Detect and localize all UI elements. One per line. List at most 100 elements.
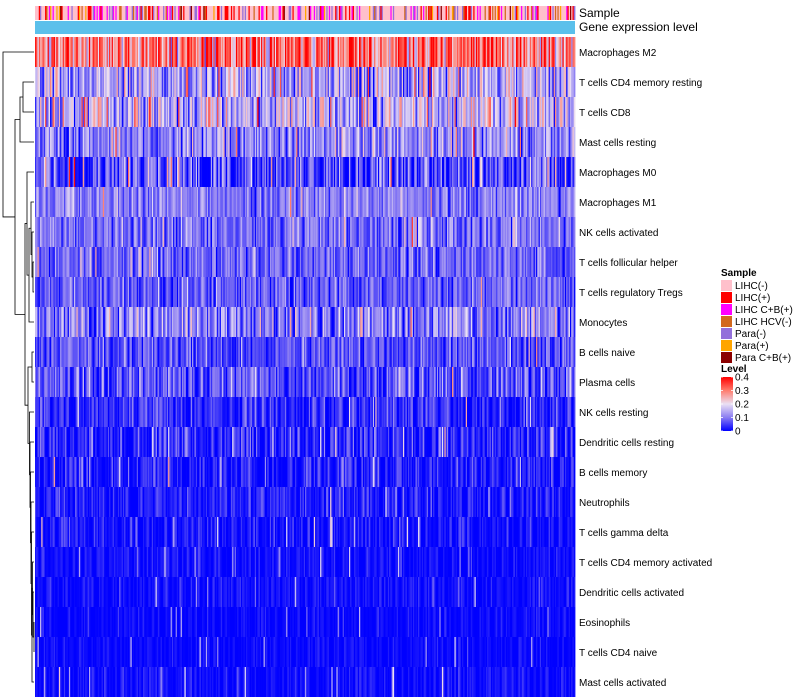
heatmap-cell [106,37,109,67]
heatmap-cell [94,277,96,307]
heatmap-cell [135,157,138,187]
heatmap-cell [278,277,281,307]
heatmap-cell [515,127,518,157]
heatmap-cell [119,337,121,367]
heatmap-cell [155,67,158,97]
heatmap-cell [107,97,110,127]
heatmap-cell [58,187,61,217]
heatmap-cell [243,157,246,187]
sample-annotation-cell [528,6,531,20]
heatmap-cell [409,37,411,67]
heatmap-cell [212,247,214,277]
heatmap-cell [159,337,161,367]
heatmap-cell [132,217,135,247]
heatmap-cell [479,67,482,97]
heatmap-cell [267,247,269,277]
heatmap-cell [351,217,354,247]
heatmap-cell [233,37,236,67]
heatmap-cell [252,217,254,247]
heatmap-cell [111,337,114,367]
heatmap-cell [164,337,167,367]
heatmap-cell [360,277,362,307]
heatmap-cell [181,97,184,127]
sample-annotation-cell [251,6,253,20]
heatmap-cell [42,337,45,367]
heatmap-cell [125,247,128,277]
heatmap-cell [117,277,120,307]
heatmap-cell [154,337,156,367]
heatmap-cell [404,307,406,337]
heatmap-cell [97,337,100,367]
heatmap-cell [243,307,246,337]
heatmap-cell [150,127,153,157]
heatmap-cell [116,127,119,157]
heatmap-cell [291,127,293,157]
heatmap-cell [345,277,347,307]
heatmap-cell [169,217,172,247]
heatmap-cell [382,127,385,157]
heatmap-cell [42,67,45,97]
heatmap-cell [144,127,146,157]
heatmap-cell [215,277,218,307]
heatmap-cell [105,97,107,127]
sample-annotation-cell [533,6,536,20]
heatmap-cell [404,97,406,127]
heatmap-cell [94,37,96,67]
sample-annotation-cell [434,6,437,20]
heatmap-cell [287,217,290,247]
heatmap-cell [436,277,439,307]
heatmap-cell [331,247,334,277]
heatmap-cell [537,157,539,187]
heatmap-cell [268,217,271,247]
heatmap-cell [498,187,501,217]
heatmap-cell [122,307,125,337]
heatmap-cell [249,127,252,157]
heatmap-cell [252,337,254,367]
heatmap-cell [181,37,184,67]
heatmap-cell [189,37,192,67]
heatmap-cell [492,37,494,67]
heatmap-cell [504,67,507,97]
heatmap-cell [494,217,497,247]
heatmap-cell [335,247,337,277]
heatmap-cell [183,247,185,277]
heatmap-cell [107,67,110,97]
heatmap-cell [283,67,286,97]
heatmap-cell [77,337,80,367]
heatmap-cell [40,97,42,127]
sample-annotation-cell [67,6,70,20]
heatmap-cell [563,67,566,97]
heatmap-cell [266,277,268,307]
sample-annotation-cell [421,6,424,20]
heatmap-cell [82,247,85,277]
heatmap-cell [456,67,459,97]
heatmap-cell [169,37,172,67]
heatmap-cell [336,247,339,277]
heatmap-cell [413,157,415,187]
heatmap-cell [66,217,69,247]
heatmap-cell [207,157,209,187]
heatmap-cell [355,247,357,277]
heatmap-cell [160,337,163,367]
heatmap-cell [287,307,290,337]
heatmap-cell [178,337,180,367]
heatmap-cell [185,157,188,187]
heatmap-cell [327,217,330,247]
heatmap-cell [312,217,315,247]
heatmap-cell [350,247,352,277]
heatmap-cell [569,157,572,187]
heatmap-cell [528,307,531,337]
heatmap-row [35,187,576,217]
heatmap-cell [35,37,37,67]
heatmap-cell [238,187,241,217]
heatmap-cell [439,277,442,307]
sample-annotation-cell [276,6,278,20]
heatmap-cell [371,187,374,217]
heatmap-cell [461,247,464,277]
heatmap-cell [101,277,104,307]
heatmap-cell [370,37,372,67]
heatmap-cell [100,157,102,187]
heatmap-cell [71,307,74,337]
heatmap-cell [396,37,399,67]
heatmap-cell [238,217,241,247]
